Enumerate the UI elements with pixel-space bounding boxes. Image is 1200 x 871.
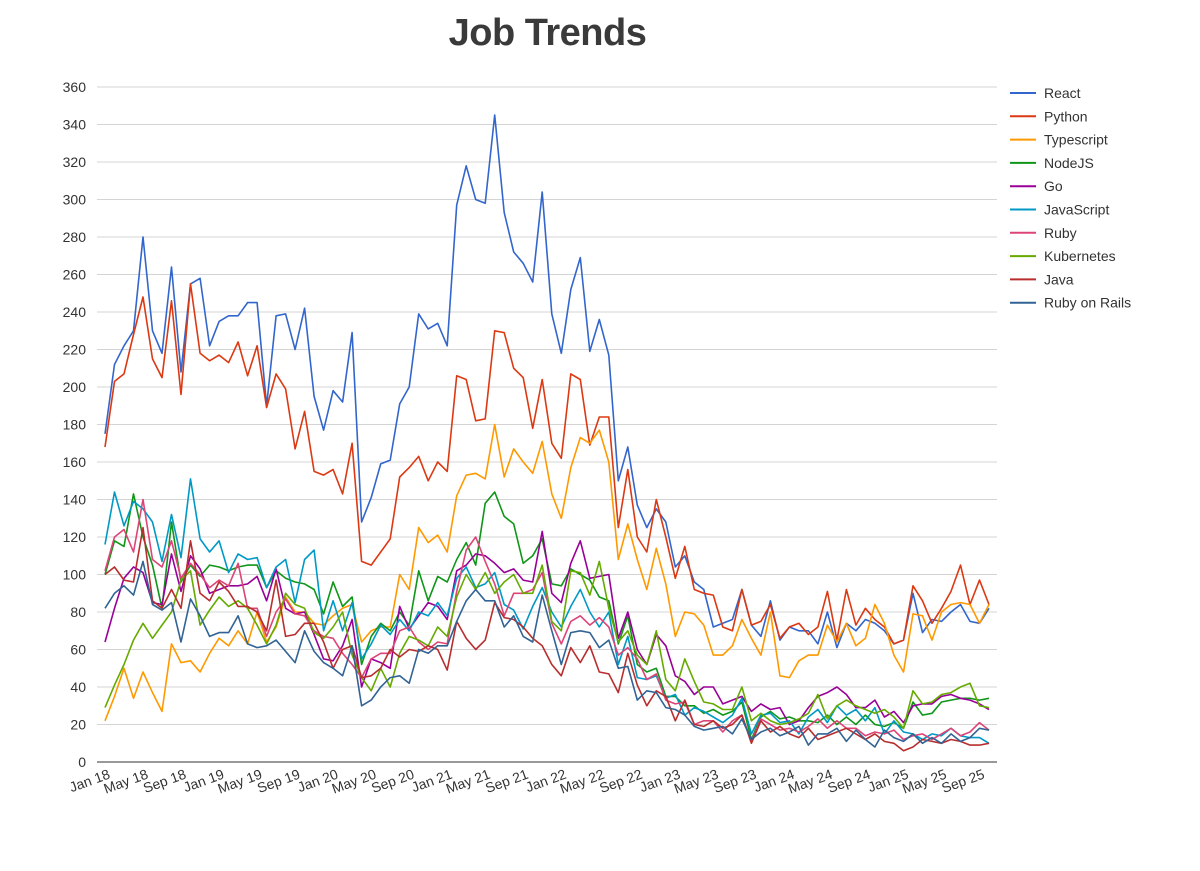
y-tick-label: 140: [63, 492, 87, 508]
y-tick-label: 40: [70, 679, 86, 695]
x-tick-label: Sep 25: [939, 766, 986, 796]
chart-title: Job Trends: [448, 12, 647, 54]
legend-item: Go: [1010, 178, 1063, 194]
y-tick-label: 200: [63, 379, 87, 395]
legend: React Python Typescript NodeJS Go JavaScript R…: [1010, 85, 1131, 311]
series-line-ruby: [104, 498, 990, 743]
legend-label: JavaScript: [1044, 202, 1109, 218]
y-tick-label: 280: [63, 229, 87, 245]
legend-label: Java: [1044, 271, 1074, 287]
series-line-go: [104, 530, 990, 726]
y-tick-label: 80: [70, 604, 86, 620]
y-tick-label: 300: [63, 192, 87, 208]
y-tick-label: 340: [63, 117, 87, 133]
y-tick-label: 240: [63, 304, 87, 320]
legend-label: Typescript: [1044, 132, 1108, 148]
y-tick-label: 160: [63, 454, 87, 470]
legend-item: JavaScript: [1010, 202, 1109, 218]
legend-label: NodeJS: [1044, 155, 1094, 171]
legend-item: Ruby: [1010, 225, 1077, 241]
series-line-python: [104, 283, 990, 645]
legend-item: Ruby on Rails: [1010, 295, 1131, 311]
legend-label: Python: [1044, 108, 1088, 124]
series-line-java: [104, 526, 990, 752]
y-tick-label: 180: [63, 417, 87, 433]
y-tick-label: 320: [63, 154, 87, 170]
legend-label: Ruby: [1044, 225, 1077, 241]
series-line-kubernetes: [104, 560, 990, 730]
legend-label: Go: [1044, 178, 1063, 194]
y-tick-label: 260: [63, 267, 87, 283]
legend-item: NodeJS: [1010, 155, 1094, 171]
series-line-react: [104, 114, 990, 649]
y-tick-label: 220: [63, 342, 87, 358]
legend-item: Kubernetes: [1010, 248, 1116, 264]
y-axis: 0 20 40 60 80 100 120 140 160 180 200 220 240 260 280 3…: [63, 79, 87, 770]
legend-item: Java: [1010, 271, 1074, 287]
y-tick-label: 100: [63, 567, 87, 583]
y-tick-label: 0: [78, 754, 86, 770]
gridlines: [97, 86, 997, 763]
legend-item: Python: [1010, 108, 1088, 124]
legend-item: React: [1010, 85, 1081, 101]
y-tick-label: 60: [70, 642, 86, 658]
series-line-typescript: [104, 423, 990, 722]
legend-item: Typescript: [1010, 132, 1108, 148]
legend-label: Ruby on Rails: [1044, 295, 1131, 311]
y-tick-label: 120: [63, 529, 87, 545]
legend-label: React: [1044, 85, 1081, 101]
y-tick-label: 360: [63, 79, 87, 95]
series-lines: [104, 114, 990, 752]
series-line-ruby-on-rails: [104, 560, 990, 748]
y-tick-label: 20: [70, 717, 86, 733]
legend-label: Kubernetes: [1044, 248, 1116, 264]
